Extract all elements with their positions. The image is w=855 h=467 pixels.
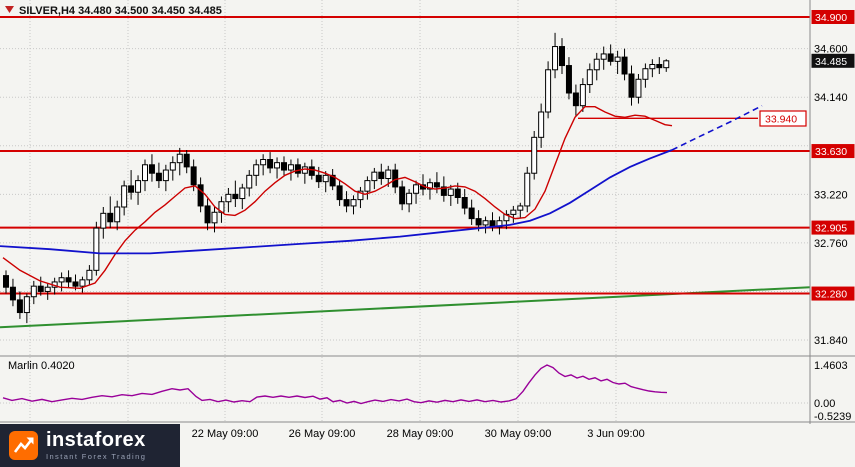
timeline: 22 May 09:00 26 May 09:00 28 May 09:00 30 M… (0, 424, 855, 467)
svg-text:32.905: 32.905 (815, 223, 847, 235)
grid (0, 0, 810, 422)
price-chart: 34.600 34.140 33.220 32.760 31.840 34.900 33.6… (0, 0, 855, 424)
date-label: 30 May 09:00 (484, 428, 552, 440)
svg-text:31.840: 31.840 (814, 335, 848, 347)
tick-down-icon (5, 6, 14, 13)
support-resistance-lines (0, 16, 810, 295)
svg-text:33.220: 33.220 (814, 189, 848, 201)
svg-text:-0.5239: -0.5239 (814, 411, 851, 423)
symbol-ohlc-line: SILVER,H4 34.480 34.500 34.450 34.485 (19, 5, 222, 17)
svg-text:33.940: 33.940 (765, 114, 797, 126)
marlin-oscillator (2, 364, 668, 405)
svg-text:34.600: 34.600 (814, 44, 848, 56)
svg-text:0.00: 0.00 (814, 398, 835, 410)
brand-watermark: instaforex Instant Forex Trading (0, 424, 180, 467)
date-label: 22 May 09:00 (191, 428, 259, 440)
svg-text:34.140: 34.140 (814, 92, 848, 104)
date-label: 26 May 09:00 (288, 428, 356, 440)
svg-text:1.4603: 1.4603 (814, 360, 848, 372)
svg-text:34.900: 34.900 (815, 12, 847, 24)
chart-background (0, 0, 855, 424)
panel-separators (0, 0, 855, 424)
instaforex-logo-icon (9, 431, 38, 460)
svg-text:34.485: 34.485 (815, 56, 847, 68)
price-axis-labels: 34.600 34.140 33.220 32.760 31.840 34.900 33.6… (759, 10, 855, 423)
svg-text:33.630: 33.630 (815, 146, 847, 158)
date-label: 3 Jun 09:00 (587, 428, 645, 440)
chart-render-root: 34.600 34.140 33.220 32.760 31.840 34.900 33.6… (0, 0, 855, 424)
date-label: 28 May 09:00 (386, 428, 454, 440)
moving-averages (0, 104, 763, 290)
brand-name: instaforex (46, 429, 146, 452)
svg-text:32.760: 32.760 (814, 238, 848, 250)
indicator-label: Marlin 0.4020 (8, 360, 75, 372)
brand-tagline: Instant Forex Trading (46, 452, 147, 462)
svg-text:32.280: 32.280 (815, 289, 847, 301)
